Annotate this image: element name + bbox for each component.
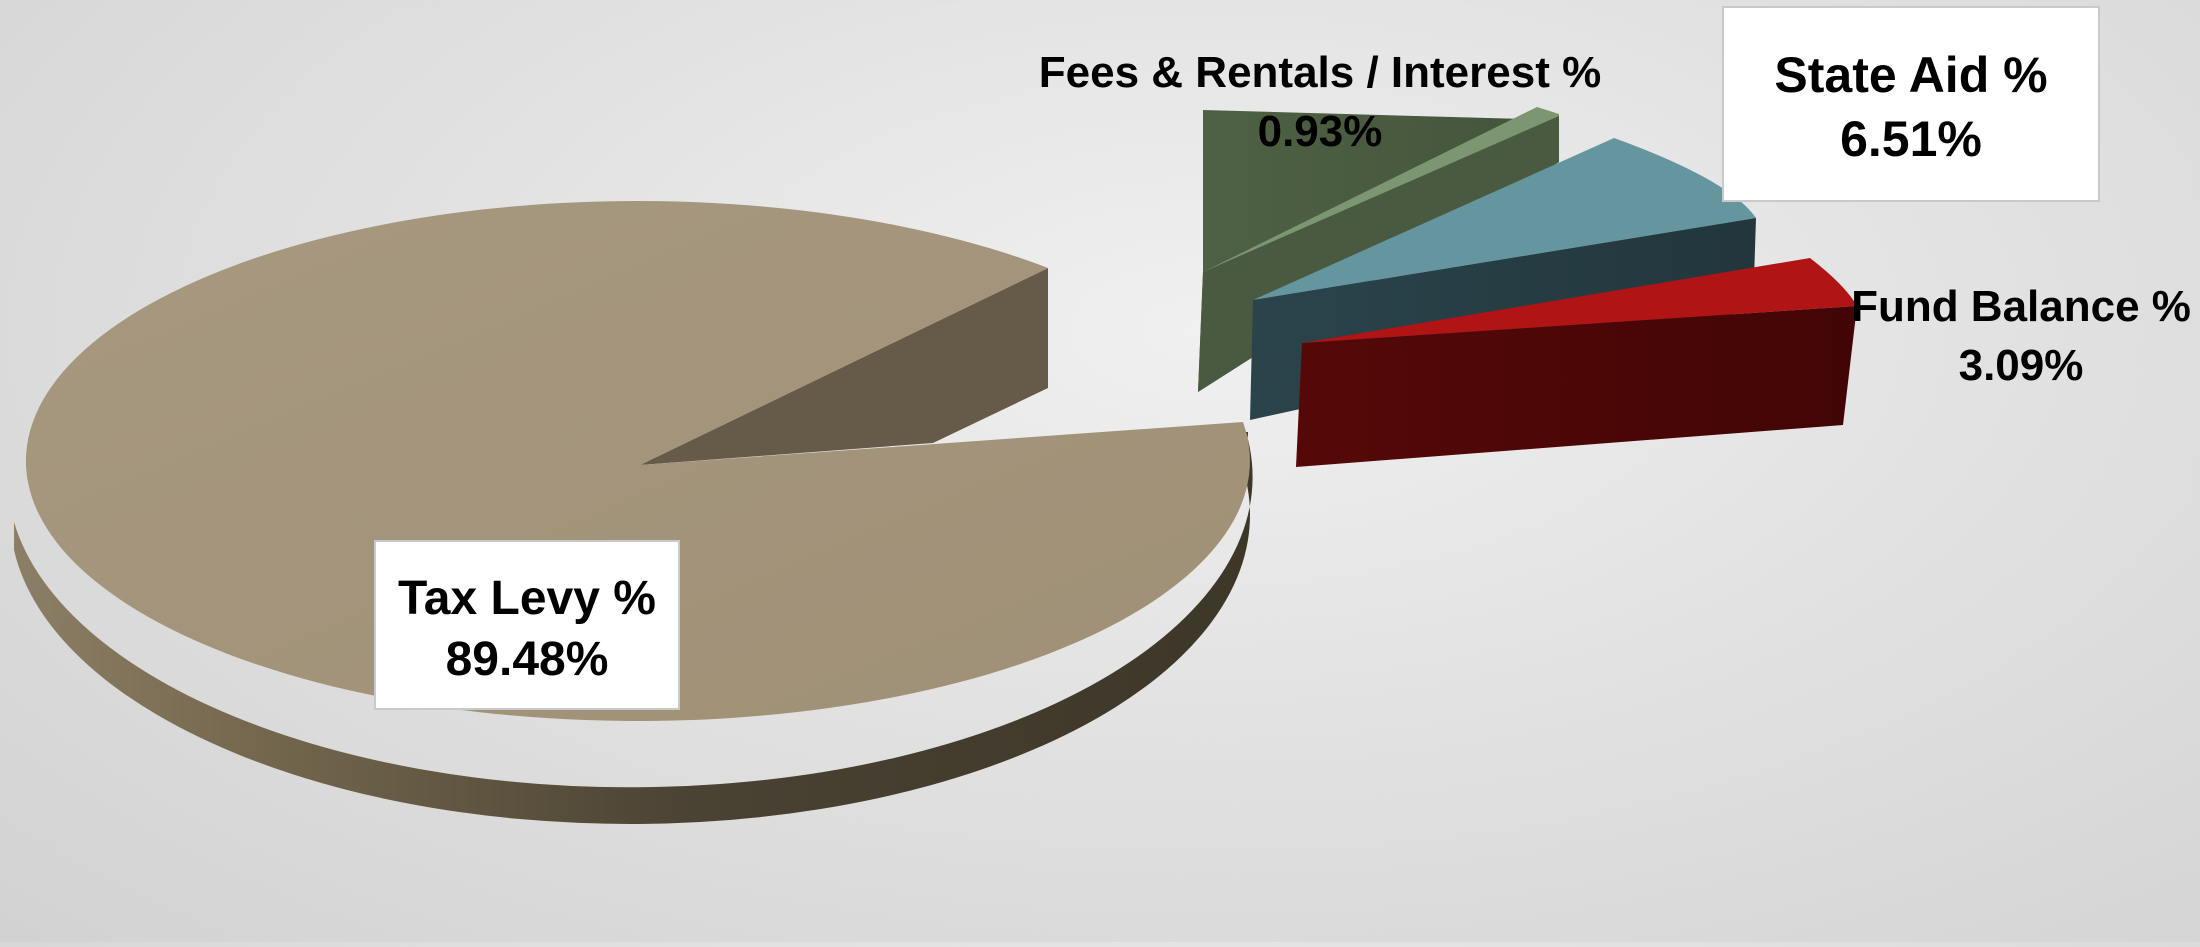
label-fees-name: Fees & Rentals / Interest % bbox=[1039, 48, 1601, 97]
slice-fund-balance bbox=[1296, 258, 1857, 467]
label-tax-levy-value: 89.48% bbox=[446, 633, 609, 686]
label-fees-value: 0.93% bbox=[1258, 107, 1383, 156]
label-box-state-aid bbox=[1722, 6, 2100, 202]
label-fund-balance-name: Fund Balance % bbox=[1851, 282, 2191, 331]
slice-tax-levy bbox=[14, 201, 1253, 824]
label-fund-balance-value: 3.09% bbox=[1959, 341, 2084, 390]
label-box-tax-levy bbox=[374, 540, 680, 710]
label-state-aid-value: 6.51% bbox=[1840, 111, 1982, 167]
slice-fund-balance-top bbox=[1302, 258, 1857, 343]
slice-tax-levy-top bbox=[25, 201, 1250, 722]
label-state-aid-name: State Aid % bbox=[1774, 47, 2047, 103]
slice-state-aid-top bbox=[1253, 138, 1756, 300]
label-tax-levy-name: Tax Levy % bbox=[398, 572, 656, 625]
slice-fund-balance-side bbox=[1296, 306, 1857, 467]
